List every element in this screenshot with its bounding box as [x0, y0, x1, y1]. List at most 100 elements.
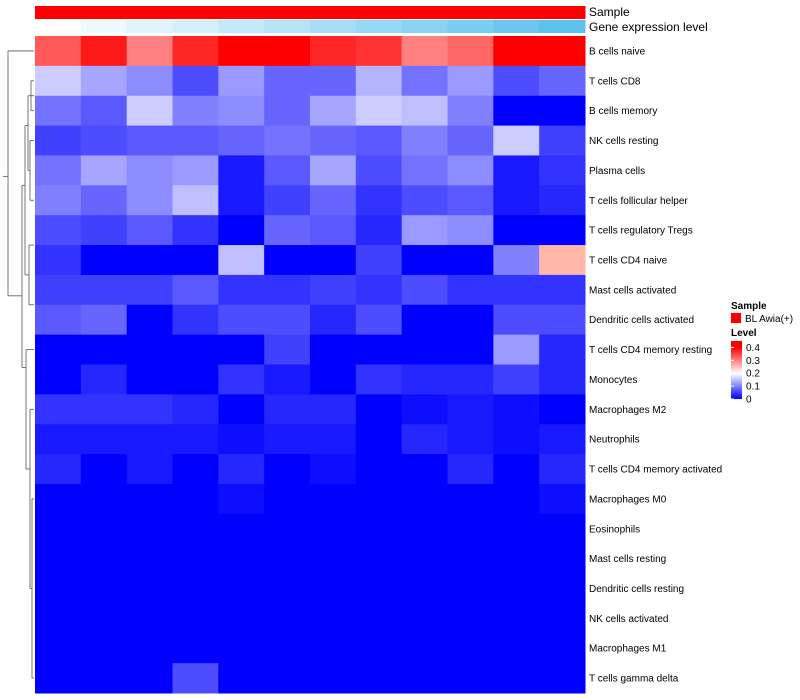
heatmap-cell — [35, 245, 82, 276]
heatmap-cell — [264, 185, 311, 216]
row-labels: B cells naive T cells CD8 B cells memory NK… — [589, 46, 722, 684]
heatmap-cell — [310, 603, 357, 634]
heatmap-cell — [355, 95, 403, 127]
heatmap-cell — [218, 36, 265, 67]
heatmap-cell — [355, 513, 403, 545]
heatmap-cell — [493, 36, 540, 67]
heatmap-cell — [493, 454, 540, 485]
heatmap-cell — [35, 185, 82, 216]
heatmap-cell — [355, 185, 403, 216]
heatmap-cell — [401, 483, 448, 515]
row-label: Neutrophils — [589, 435, 640, 446]
heatmap-cell — [310, 274, 357, 306]
heatmap-cell — [401, 454, 448, 485]
heatmap-cell — [539, 65, 586, 97]
legend-tick-label: 0.3 — [746, 356, 760, 367]
heatmap-cell — [126, 155, 173, 186]
heatmap-cell — [80, 513, 128, 545]
heatmap-cell — [126, 185, 173, 216]
heatmap-cell — [355, 334, 403, 365]
row-label: Macrophages M1 — [589, 644, 667, 655]
heatmap-cell — [126, 125, 173, 156]
sample-annotation-cell — [264, 6, 311, 19]
heatmap-cell — [401, 603, 448, 634]
heatmap-cell — [539, 334, 586, 365]
heatmap-cell — [172, 483, 219, 515]
gene-expression-annotation-cell — [172, 20, 219, 33]
heatmap-cell — [172, 663, 219, 694]
heatmap-cell — [218, 663, 265, 694]
heatmap-cell — [355, 155, 403, 186]
heatmap-cell — [493, 155, 540, 186]
heatmap-cell — [355, 483, 403, 515]
heatmap-cell — [264, 394, 311, 425]
heatmap-cell — [264, 215, 311, 246]
heatmap-cell — [447, 334, 494, 365]
heatmap-cell — [355, 603, 403, 634]
heatmap-cell — [310, 155, 357, 186]
heatmap-cell — [80, 573, 128, 604]
heatmap-cell — [355, 454, 403, 485]
heatmap-cell — [539, 364, 586, 395]
heatmap-cell — [80, 663, 128, 694]
heatmap-cell — [172, 633, 219, 664]
gene-expression-annotation-bar — [35, 20, 586, 33]
heatmap-cell — [355, 245, 403, 276]
heatmap-cell — [172, 125, 219, 156]
heatmap-cell — [172, 454, 219, 485]
heatmap-cell — [35, 215, 82, 246]
heatmap-cell — [539, 215, 586, 246]
heatmap-cell — [539, 125, 586, 156]
heatmap-cell — [126, 573, 173, 604]
heatmap-cell — [310, 543, 357, 575]
heatmap-cell — [80, 304, 128, 336]
sample-annotation-cell — [35, 6, 82, 19]
heatmap-cell — [401, 334, 448, 365]
heatmap-cell — [35, 155, 82, 186]
heatmap-cell — [447, 573, 494, 604]
heatmap-cell — [310, 215, 357, 246]
heatmap-cell — [539, 394, 586, 425]
heatmap-cell — [80, 245, 128, 276]
heatmap-cell — [264, 95, 311, 127]
heatmap-cell — [310, 125, 357, 156]
heatmap-cell — [355, 633, 403, 664]
heatmap-cell — [80, 65, 128, 97]
heatmap-cell — [447, 125, 494, 156]
heatmap-cell — [35, 543, 82, 575]
heatmap-cell — [35, 483, 82, 515]
heatmap-cell — [401, 543, 448, 575]
sample-annotation-cell — [80, 6, 128, 19]
gene-expression-annotation-cell — [493, 20, 540, 33]
row-label: Macrophages M0 — [589, 494, 667, 505]
row-label: Dendritic cells resting — [589, 584, 684, 595]
legend-tick-label: 0.2 — [746, 369, 760, 380]
heatmap-cell — [447, 603, 494, 634]
heatmap-cell — [172, 245, 219, 276]
heatmap-cell — [172, 95, 219, 127]
heatmap-cell — [447, 245, 494, 276]
heatmap-cell — [355, 215, 403, 246]
legend-sample-title: Sample — [731, 301, 767, 312]
heatmap-cell — [80, 36, 128, 67]
heatmap-cell — [35, 95, 82, 127]
heatmap-cell — [264, 573, 311, 604]
sample-annotation-cell — [401, 6, 448, 19]
heatmap-cell — [172, 215, 219, 246]
legend-colorbar — [731, 341, 742, 399]
heatmap-cell — [310, 364, 357, 395]
heatmap-cell — [401, 633, 448, 664]
heatmap-cell — [447, 36, 494, 67]
heatmap-cell — [493, 543, 540, 575]
heatmap-cell — [80, 125, 128, 156]
heatmap-cell — [539, 245, 586, 276]
heatmap-cell — [80, 454, 128, 485]
heatmap-cell — [218, 603, 265, 634]
sample-annotation-cell — [172, 6, 219, 19]
heatmap-cell — [80, 215, 128, 246]
row-label: B cells memory — [589, 106, 657, 117]
legend-sample-swatch — [731, 313, 741, 323]
heatmap-cell — [401, 185, 448, 216]
heatmap-cell — [310, 65, 357, 97]
